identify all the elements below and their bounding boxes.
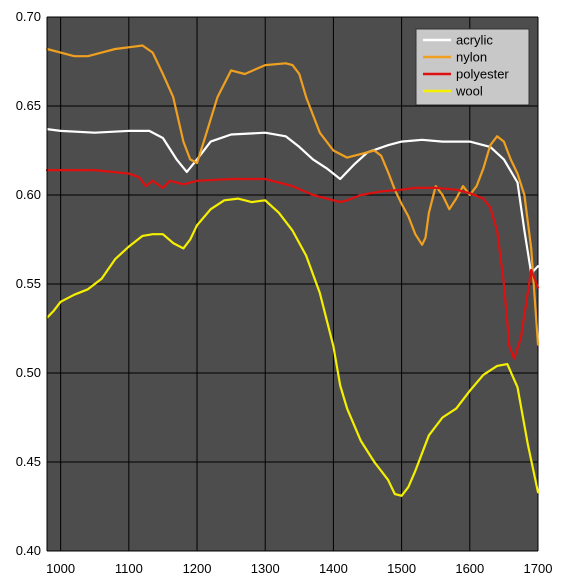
y-tick-label: 0.65 — [16, 98, 41, 113]
y-tick-label: 0.50 — [16, 365, 41, 380]
legend-label-wool: wool — [455, 84, 483, 99]
x-tick-label: 1500 — [387, 561, 416, 576]
x-tick-label: 1100 — [115, 561, 143, 576]
x-tick-labels: 1000 1100 1200 1300 1400 1500 1600 1700 — [46, 561, 552, 576]
x-tick-label: 1200 — [183, 561, 212, 576]
y-tick-label: 0.45 — [16, 454, 41, 469]
x-tick-label: 1300 — [251, 561, 280, 576]
series-line-polyester — [45, 169, 540, 360]
legend-box — [415, 28, 530, 106]
series-layer — [45, 44, 540, 497]
legend-label-nylon: nylon — [456, 50, 487, 65]
legend: acrylic nylon polyester wool — [415, 28, 530, 106]
legend-label-acrylic: acrylic — [456, 33, 493, 48]
y-tick-labels: 0.40 0.45 0.50 0.55 0.60 0.65 0.70 — [16, 9, 41, 558]
y-tick-label: 0.70 — [16, 9, 41, 24]
series-line-nylon — [45, 44, 540, 346]
axes — [46, 17, 538, 552]
y-tick-label: 0.40 — [16, 543, 41, 558]
x-tick-label: 1400 — [319, 561, 348, 576]
series-line-wool — [45, 197, 540, 497]
x-tick-label: 1700 — [524, 561, 553, 576]
y-tick-label: 0.60 — [16, 187, 41, 202]
legend-label-polyester: polyester — [456, 67, 509, 82]
x-tick-label: 1000 — [46, 561, 75, 576]
y-tick-label: 0.55 — [16, 276, 41, 291]
x-tick-label: 1600 — [455, 561, 484, 576]
series-line-acrylic — [45, 128, 540, 275]
